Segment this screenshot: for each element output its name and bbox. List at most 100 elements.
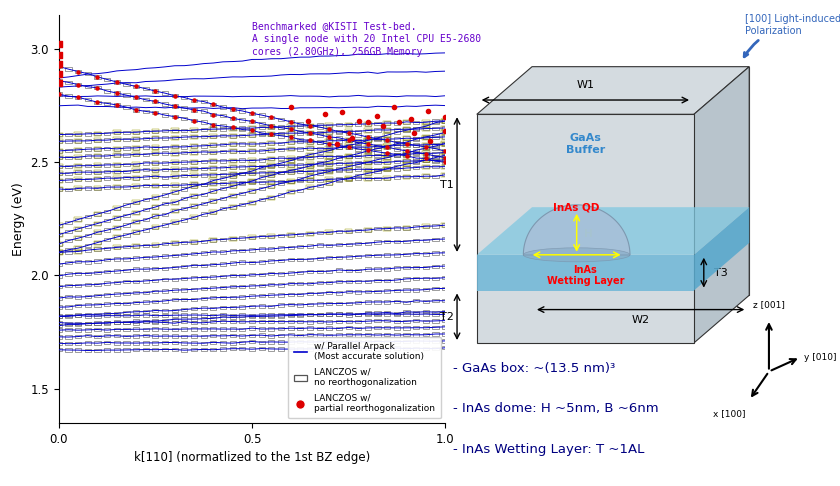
Bar <box>422 165 430 169</box>
Bar <box>113 207 120 210</box>
Bar <box>152 169 159 172</box>
Bar <box>423 136 429 139</box>
Bar <box>422 151 430 156</box>
Bar <box>132 137 140 141</box>
Bar <box>336 144 342 147</box>
Bar <box>123 176 129 179</box>
Bar <box>181 183 187 187</box>
Bar <box>132 230 140 234</box>
Bar <box>287 190 294 193</box>
Bar <box>104 155 110 158</box>
Bar <box>394 346 400 349</box>
Bar <box>85 295 91 298</box>
Point <box>149 87 162 95</box>
Bar <box>307 313 313 316</box>
Bar <box>229 342 236 345</box>
Bar <box>364 160 372 164</box>
Bar <box>74 155 82 159</box>
Bar <box>287 282 294 285</box>
Bar <box>365 300 371 304</box>
Bar <box>355 122 361 126</box>
Bar <box>355 163 361 166</box>
Bar <box>191 194 197 197</box>
Bar <box>325 130 333 134</box>
Bar <box>201 240 207 243</box>
Bar <box>152 146 159 149</box>
Bar <box>220 114 226 117</box>
Bar <box>133 96 139 99</box>
Bar <box>171 298 178 301</box>
Bar <box>191 182 197 186</box>
Bar <box>317 125 323 129</box>
Bar <box>66 250 71 254</box>
Bar <box>55 315 62 318</box>
Bar <box>345 177 352 181</box>
Bar <box>66 81 71 84</box>
Bar <box>220 173 226 176</box>
Bar <box>85 178 91 181</box>
Bar <box>93 147 102 151</box>
Bar <box>336 302 342 305</box>
Bar <box>85 139 91 142</box>
Bar <box>433 165 438 169</box>
Bar <box>75 70 81 73</box>
Bar <box>123 203 129 207</box>
Bar <box>152 196 159 199</box>
Bar <box>191 160 197 164</box>
Bar <box>191 108 197 112</box>
Bar <box>152 327 159 330</box>
Bar <box>384 139 391 142</box>
Point <box>265 130 278 138</box>
Point <box>438 127 452 135</box>
Bar <box>278 333 284 337</box>
Bar <box>364 138 372 142</box>
Bar <box>132 210 140 215</box>
Bar <box>355 152 361 156</box>
Bar <box>171 266 178 269</box>
Bar <box>306 178 314 182</box>
Bar <box>345 302 352 305</box>
Point <box>245 118 259 125</box>
Bar <box>171 322 178 325</box>
Bar <box>268 259 275 262</box>
Bar <box>171 183 179 187</box>
Bar <box>74 132 82 137</box>
Bar <box>326 231 333 234</box>
Bar <box>113 185 120 189</box>
Bar <box>413 121 419 124</box>
Bar <box>326 291 333 294</box>
Bar <box>422 158 430 162</box>
Bar <box>201 251 207 255</box>
Bar <box>228 142 237 146</box>
Bar <box>123 348 129 351</box>
Bar <box>181 197 187 200</box>
Bar <box>210 334 217 337</box>
Bar <box>229 165 236 169</box>
Bar <box>345 162 352 165</box>
Bar <box>287 246 294 249</box>
Bar <box>171 160 179 164</box>
Bar <box>365 177 371 180</box>
Bar <box>229 194 236 197</box>
Bar <box>171 328 178 331</box>
Bar <box>248 189 256 193</box>
Bar <box>423 266 429 269</box>
Bar <box>413 144 419 147</box>
Bar <box>413 266 419 269</box>
Bar <box>297 303 303 307</box>
Bar <box>375 278 381 282</box>
Bar <box>375 122 381 125</box>
Bar <box>152 100 159 103</box>
Bar <box>384 289 391 293</box>
Bar <box>249 261 255 264</box>
Bar <box>85 334 91 337</box>
Point <box>335 108 349 116</box>
Bar <box>162 193 168 197</box>
Bar <box>317 161 323 165</box>
Bar <box>249 236 255 239</box>
Bar <box>423 333 429 336</box>
Bar <box>248 149 256 153</box>
Bar <box>210 238 217 242</box>
Bar <box>249 284 255 288</box>
Bar <box>403 301 410 304</box>
